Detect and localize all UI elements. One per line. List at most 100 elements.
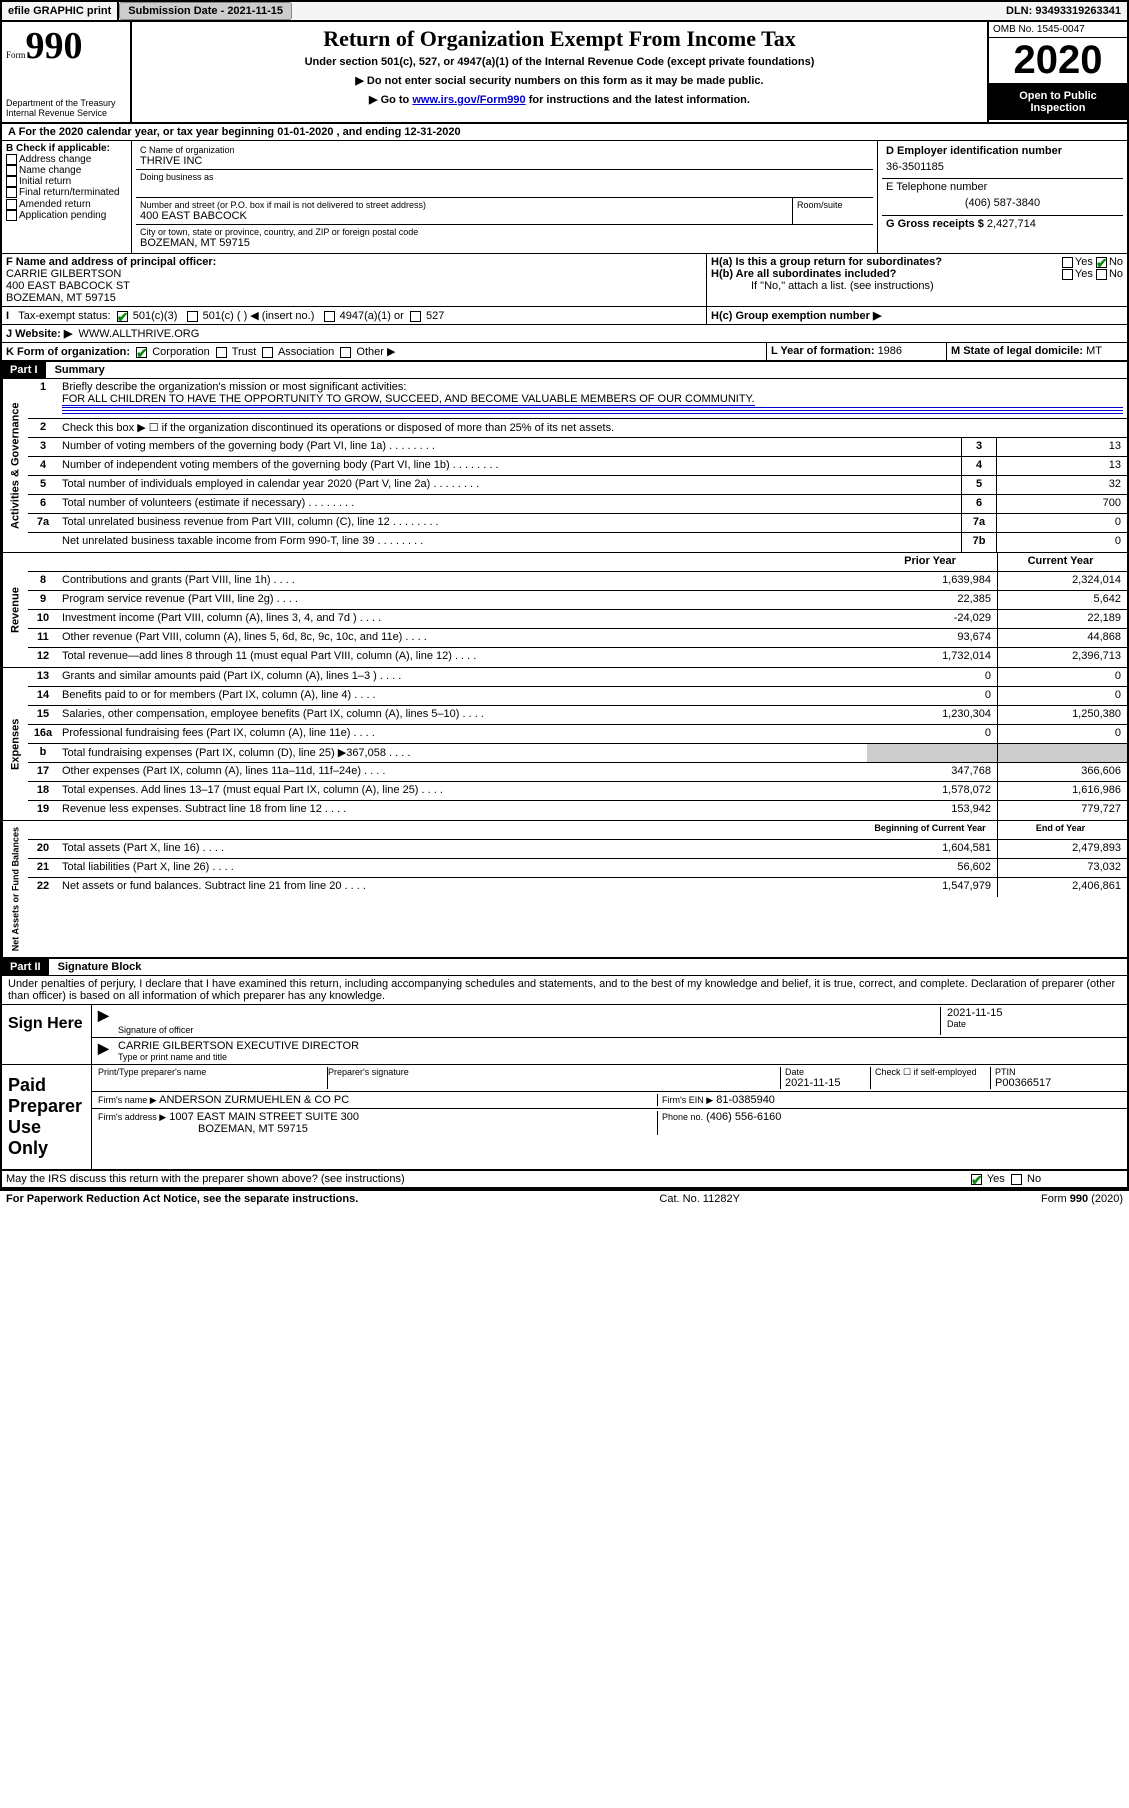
revenue-vlabel: Revenue [2, 553, 28, 667]
officer-name: CARRIE GILBERTSON [6, 268, 702, 280]
expenses-section: Expenses 13 Grants and similar amounts p… [2, 668, 1127, 821]
form-note2: ▶ Go to www.irs.gov/Form990 for instruct… [142, 93, 977, 106]
top-bar: efile GRAPHIC print Submission Date - 20… [0, 0, 1129, 22]
data-line: 19 Revenue less expenses. Subtract line … [28, 801, 1127, 820]
room-label: Room/suite [793, 198, 873, 224]
form-header: Form990 Department of the Treasury Inter… [2, 22, 1127, 124]
data-line: 21 Total liabilities (Part X, line 26) .… [28, 859, 1127, 878]
irs-label: Internal Revenue Service [6, 108, 124, 118]
tax-year-box: 2020 [989, 38, 1127, 84]
self-emp: Check ☐ if self-employed [871, 1067, 991, 1089]
governance-section: Activities & Governance 1 Briefly descri… [2, 379, 1127, 553]
page-footer: For Paperwork Reduction Act Notice, see … [0, 1191, 1129, 1207]
note2-post: for instructions and the latest informat… [526, 94, 750, 106]
typed-label: Type or print name and title [118, 1052, 1121, 1062]
firm-addr1: 1007 EAST MAIN STREET SUITE 300 [169, 1111, 359, 1123]
gov-line: 4 Number of independent voting members o… [28, 457, 1127, 476]
omb-number: OMB No. 1545-0047 [989, 22, 1127, 38]
sign-here-label: Sign Here [2, 1005, 92, 1064]
line2-text: Check this box ▶ ☐ if the organization d… [58, 419, 1127, 437]
form990-link[interactable]: www.irs.gov/Form990 [412, 94, 525, 106]
header-left: Form990 Department of the Treasury Inter… [2, 22, 132, 122]
exempt-row: I Tax-exempt status: 501(c)(3) 501(c) ( … [2, 307, 1127, 325]
gov-line: 5 Total number of individuals employed i… [28, 476, 1127, 495]
tax-year-text: For the 2020 calendar year, or tax year … [19, 126, 461, 138]
sig-officer-label: Signature of officer [118, 1025, 940, 1035]
sig-date-label: Date [947, 1019, 1121, 1029]
mission-text: FOR ALL CHILDREN TO HAVE THE OPPORTUNITY… [62, 393, 755, 406]
form-org-row: K Form of organization: Corporation Trus… [2, 343, 1127, 362]
footer-right: Form 990 (2020) [1041, 1193, 1123, 1205]
officer-addr2: BOZEMAN, MT 59715 [6, 292, 702, 304]
check-pending: Application pending [6, 210, 127, 221]
firm-addr2: BOZEMAN, MT 59715 [198, 1123, 308, 1135]
firm-ein: 81-0385940 [716, 1094, 775, 1106]
ein-value: 36-3501185 [886, 161, 1119, 173]
prior-year-header: Prior Year [867, 553, 997, 571]
check-address: Address change [6, 154, 127, 165]
data-line: 9 Program service revenue (Part VIII, li… [28, 591, 1127, 610]
ptin-value: P00366517 [995, 1077, 1121, 1089]
discuss-text: May the IRS discuss this return with the… [2, 1171, 967, 1187]
exempt-label: Tax-exempt status: [18, 310, 110, 322]
arrow-icon: ▶ [98, 1040, 118, 1062]
form-title: Return of Organization Exempt From Incom… [142, 26, 977, 52]
gov-line: 7a Total unrelated business revenue from… [28, 514, 1127, 533]
firm-name: ANDERSON ZURMUEHLEN & CO PC [159, 1094, 349, 1106]
check-name: Name change [6, 165, 127, 176]
h-note: If "No," attach a list. (see instruction… [711, 280, 1123, 292]
check-final: Final return/terminated [6, 187, 127, 198]
city-value: BOZEMAN, MT 59715 [140, 237, 869, 249]
city-label: City or town, state or province, country… [140, 227, 869, 237]
footer-mid: Cat. No. 11282Y [659, 1193, 740, 1205]
form-note1: ▶ Do not enter social security numbers o… [142, 74, 977, 87]
arrow-icon: ▶ [98, 1007, 118, 1035]
part2-header: Part II Signature Block [2, 959, 1127, 976]
street-value: 400 EAST BABCOCK [140, 210, 788, 222]
form-subtitle: Under section 501(c), 527, or 4947(a)(1)… [142, 56, 977, 68]
org-name-column: C Name of organization THRIVE INC Doing … [132, 141, 877, 253]
dept-label: Department of the Treasury [6, 98, 124, 108]
end-year-header: End of Year [997, 821, 1127, 839]
data-line: 12 Total revenue—add lines 8 through 11 … [28, 648, 1127, 667]
check-amended: Amended return [6, 199, 127, 210]
note2-pre: ▶ Go to [369, 94, 412, 106]
typed-name: CARRIE GILBERTSON EXECUTIVE DIRECTOR [118, 1040, 1121, 1052]
net-section: Net Assets or Fund Balances Beginning of… [2, 821, 1127, 959]
efile-label: efile GRAPHIC print [2, 2, 119, 20]
dln-label: DLN: 93493319263341 [1000, 2, 1127, 20]
discuss-row: May the IRS discuss this return with the… [2, 1171, 1127, 1189]
b-label: B Check if applicable: [6, 143, 127, 154]
website-row: J Website: ▶ WWW.ALLTHRIVE.ORG [2, 325, 1127, 343]
net-vlabel: Net Assets or Fund Balances [2, 821, 28, 957]
header-center: Return of Organization Exempt From Incom… [132, 22, 987, 122]
data-line: 11 Other revenue (Part VIII, column (A),… [28, 629, 1127, 648]
checkbox-column: B Check if applicable: Address change Na… [2, 141, 132, 253]
open-public-label: Open to Public Inspection [989, 84, 1127, 120]
sign-here-block: Sign Here ▶ Signature of officer 2021-11… [2, 1005, 1127, 1065]
hb-label: H(b) Are all subordinates included? [711, 268, 896, 280]
street-label: Number and street (or P.O. box if mail i… [140, 200, 788, 210]
form-label: Form [6, 50, 26, 60]
phone-value: (406) 587-3840 [886, 197, 1119, 209]
governance-vlabel: Activities & Governance [2, 379, 28, 552]
header-right: OMB No. 1545-0047 2020 Open to Public In… [987, 22, 1127, 122]
prep-sig-label: Preparer's signature [328, 1067, 781, 1089]
part1-header: Part I Summary [2, 362, 1127, 379]
f-label: F Name and address of principal officer: [6, 256, 702, 268]
org-info-row: B Check if applicable: Address change Na… [2, 141, 1127, 254]
org-name: THRIVE INC [140, 155, 869, 167]
current-year-header: Current Year [997, 553, 1127, 571]
ha-label: H(a) Is this a group return for subordin… [711, 256, 942, 268]
officer-row: F Name and address of principal officer:… [2, 254, 1127, 307]
check-initial: Initial return [6, 176, 127, 187]
data-line: 16a Professional fundraising fees (Part … [28, 725, 1127, 744]
sig-date: 2021-11-15 [947, 1007, 1121, 1019]
data-line: 22 Net assets or fund balances. Subtract… [28, 878, 1127, 897]
perjury-text: Under penalties of perjury, I declare th… [2, 976, 1127, 1005]
data-line: b Total fundraising expenses (Part IX, c… [28, 744, 1127, 763]
submission-date-button[interactable]: Submission Date - 2021-11-15 [119, 2, 292, 20]
prep-name-label: Print/Type preparer's name [98, 1067, 328, 1089]
ein-column: D Employer identification number 36-3501… [877, 141, 1127, 253]
data-line: 14 Benefits paid to or for members (Part… [28, 687, 1127, 706]
